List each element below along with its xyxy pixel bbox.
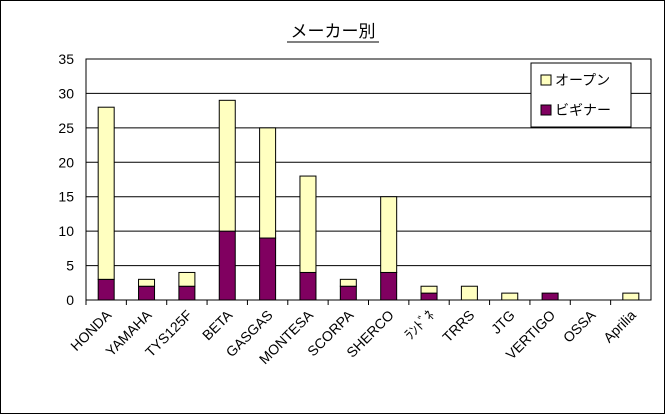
x-tick-label: TRRS bbox=[439, 307, 477, 345]
bar-segment-beginner bbox=[380, 271, 398, 301]
y-tick-label: 15 bbox=[58, 189, 74, 205]
bar-segment-beginner bbox=[218, 230, 236, 301]
x-tick-label: BETA bbox=[199, 306, 236, 343]
legend-box bbox=[530, 62, 632, 128]
y-tick-label: 30 bbox=[58, 85, 74, 101]
bar-segment-beginner bbox=[138, 285, 156, 301]
bar-segment-open bbox=[138, 278, 156, 287]
bar-segment-beginner bbox=[178, 285, 196, 301]
bar-segment-beginner bbox=[259, 237, 277, 301]
legend-swatch-open bbox=[540, 74, 552, 86]
bar-segment-open bbox=[501, 292, 519, 301]
bar-segment-beginner bbox=[339, 285, 357, 301]
bar-segment-open bbox=[218, 99, 236, 232]
bar-segment-open bbox=[97, 106, 115, 280]
bar-segment-open bbox=[339, 278, 357, 287]
bar-segment-beginner bbox=[541, 292, 559, 301]
legend-label-beginner: ビギナー bbox=[555, 103, 611, 119]
bar-segment-open bbox=[460, 285, 478, 301]
x-tick-label: Aprilia bbox=[600, 307, 639, 346]
legend-label-open: オープン bbox=[555, 73, 610, 89]
grid-layer bbox=[86, 58, 651, 301]
chart-title: メーカー別 bbox=[291, 22, 376, 42]
bar-segment-beginner bbox=[299, 271, 317, 301]
bar-segment-beginner bbox=[97, 278, 115, 301]
y-tick-label: 10 bbox=[58, 223, 74, 239]
bar-segment-open bbox=[380, 196, 398, 273]
bar-segment-open bbox=[178, 271, 196, 287]
legend-swatch-beginner bbox=[540, 104, 552, 116]
y-tick-label: 25 bbox=[58, 120, 74, 136]
x-tick-label: ﾗﾝﾄﾞﾈ bbox=[401, 307, 437, 343]
bar-segment-open bbox=[259, 127, 277, 239]
bars-layer bbox=[97, 99, 640, 301]
legend: オープン ビギナー bbox=[530, 62, 632, 128]
y-tick-label: 5 bbox=[66, 258, 74, 274]
x-tick-label: OSSA bbox=[560, 306, 599, 345]
y-tick-label: 35 bbox=[58, 51, 74, 67]
bar-segment-open bbox=[622, 292, 640, 301]
bar-segment-open bbox=[299, 175, 317, 273]
bar-segment-beginner bbox=[420, 292, 438, 301]
x-tick-label: JTG bbox=[488, 307, 518, 337]
y-tick-label: 20 bbox=[58, 154, 74, 170]
bar-segment-open bbox=[420, 285, 438, 294]
y-tick-label: 0 bbox=[66, 292, 74, 308]
